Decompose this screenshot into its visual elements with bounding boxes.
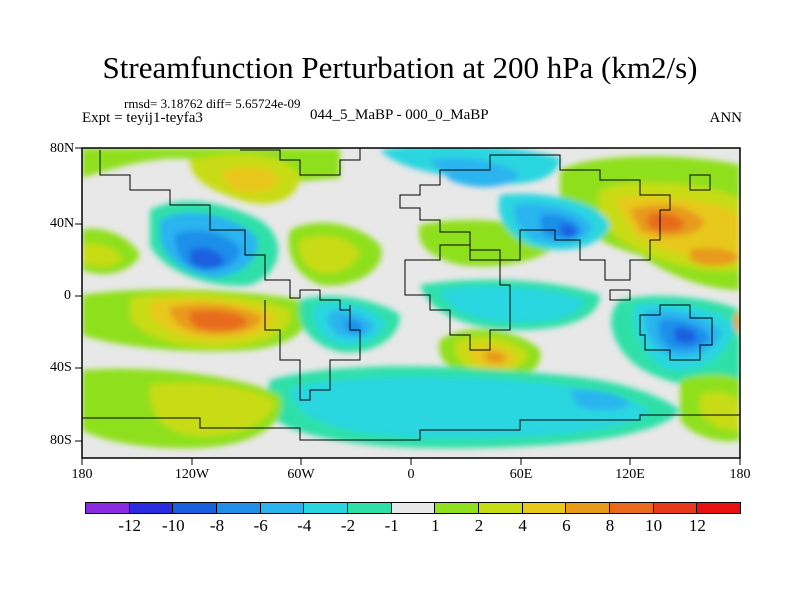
colorbar-label: 2: [474, 516, 484, 535]
colorbar-label: -8: [209, 516, 225, 535]
season-label: ANN: [709, 110, 743, 126]
colorbar-swatch: [303, 502, 349, 514]
coastline-north-america: [99, 150, 350, 311]
contour-region: [560, 224, 577, 238]
contour-region: [700, 392, 740, 431]
colorbar-swatch: [434, 502, 480, 514]
colorbar-swatch: [172, 502, 218, 514]
colorbar-label: 10: [645, 516, 663, 535]
coastline-africa: [404, 244, 511, 351]
coastline-japan: [689, 174, 711, 191]
contour-region: [485, 351, 507, 364]
colorbar-label: -1: [384, 516, 399, 535]
colorbar-label: -2: [340, 516, 356, 535]
contour-region: [82, 243, 122, 267]
lat-label-0: 0: [64, 288, 71, 303]
coastline-south-america: [264, 300, 361, 401]
colorbar-swatch: [259, 502, 305, 514]
lon-label-0: 0: [407, 467, 415, 482]
lon-label-60e: 60E: [509, 467, 533, 482]
axis-ticks: [75, 147, 741, 465]
contour-region: [440, 286, 585, 323]
colorbar-swatch: [216, 502, 261, 514]
colorbar: [85, 502, 742, 514]
colorbar-swatch: [609, 502, 654, 514]
colorbar-swatch: [652, 502, 698, 514]
colorbar-swatch: [696, 502, 742, 514]
colorbar-label: -12: [118, 516, 141, 535]
contour-region: [690, 247, 740, 266]
plot-title: Streamfunction Perturbation at 200 hPa (…: [102, 50, 698, 85]
colorbar-swatch: [478, 502, 523, 514]
rmsd-diff-stats: rmsd= 3.18762 diff= 5.65724e-09: [124, 96, 301, 111]
lat-label-80s: 80S: [50, 433, 72, 448]
lat-label-40n: 40N: [50, 216, 75, 231]
experiment-label: Expt = teyij1-teyfa3: [82, 110, 203, 126]
colorbar-swatch: [565, 502, 611, 514]
coastlines: [82, 148, 740, 441]
lon-label-120e: 120E: [615, 467, 645, 482]
contour-region: [299, 235, 360, 274]
lon-label-180w: 180: [71, 467, 93, 482]
colorbar-swatch: [390, 502, 436, 514]
coastline-antarctica: [82, 414, 740, 441]
contour-region: [190, 248, 225, 269]
colorbar-swatch: [347, 502, 392, 514]
contour-region: [189, 310, 248, 331]
lat-label-80n: 80N: [50, 141, 75, 156]
colorbar-swatch: [521, 502, 567, 514]
difference-label: 044_5_MaBP - 000_0_MaBP: [310, 107, 489, 123]
contour-region: [570, 389, 630, 411]
contour-region: [648, 213, 685, 232]
coastline-australia: [639, 304, 713, 361]
contour-field: [82, 148, 740, 458]
contour-region: [674, 327, 698, 344]
coastline-island: [609, 289, 631, 301]
colorbar-label: -4: [297, 516, 312, 535]
contour-region: [290, 376, 650, 439]
colorbar-label: 6: [562, 516, 571, 535]
contour-region: [430, 158, 520, 187]
colorbar-swatch: [85, 502, 130, 514]
contour-region: [149, 382, 275, 437]
colorbar-label: -10: [161, 516, 185, 535]
colorbar-label: 8: [605, 516, 615, 535]
coastline-eurasia: [399, 154, 671, 281]
colorbar-label: -6: [253, 516, 268, 535]
lon-label-60w: 60W: [287, 467, 315, 482]
coastline-greenland: [240, 148, 361, 176]
colorbar-label: 12: [688, 516, 706, 535]
contour-region: [220, 166, 280, 193]
colorbar-swatch: [128, 502, 174, 514]
colorbar-label: 4: [518, 516, 527, 535]
lat-label-40s: 40S: [50, 360, 72, 375]
lon-label-120w: 120W: [174, 467, 210, 482]
colorbar-label: 1: [431, 516, 440, 535]
lon-label-180e: 180: [729, 467, 751, 482]
contour-region: [733, 310, 740, 335]
